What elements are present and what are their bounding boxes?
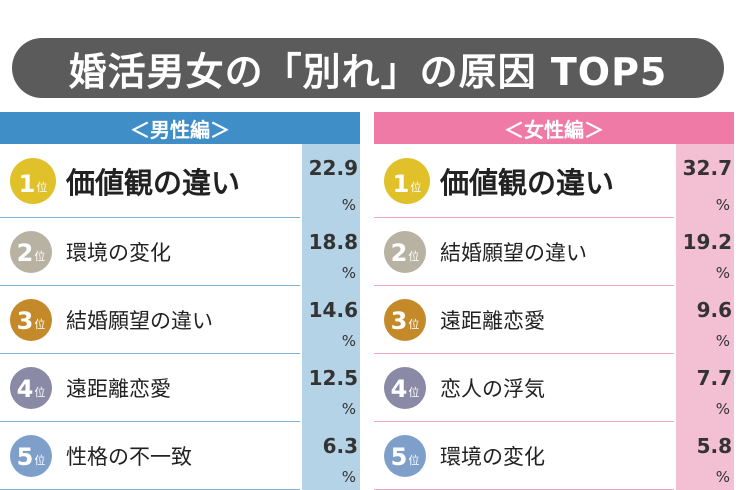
percent-value: 19.2	[682, 230, 732, 254]
rank-number: 2	[390, 239, 408, 267]
row-divider	[374, 217, 674, 218]
row-divider	[374, 285, 674, 286]
rank-suffix: 位	[36, 181, 48, 194]
male-panel-header: ＜男性編＞	[0, 112, 360, 144]
reason-label: 遠距離恋愛	[66, 377, 171, 401]
female-panel-header: ＜女性編＞	[374, 112, 734, 144]
percent-unit: %	[715, 468, 730, 486]
male-value-cell	[302, 354, 360, 422]
percent-value: 7.7	[696, 366, 732, 390]
rank-number: 1	[392, 170, 410, 198]
female-panel-title: ＜女性編＞	[504, 117, 604, 142]
female-table-row: 1 位価値観の違い 32.7%	[374, 144, 734, 218]
male-table-row: 5 位性格の不一致 6.3%	[0, 422, 360, 490]
reason-label: 恋人の浮気	[440, 377, 545, 401]
female-value-cell	[676, 144, 734, 218]
male-table-row: 3 位結婚願望の違い 14.6%	[0, 286, 360, 354]
male-table-row: 2 位環境の変化 18.8%	[0, 218, 360, 286]
male-value-cell	[302, 144, 360, 218]
reason-label: 遠距離恋愛	[440, 309, 545, 333]
rank-suffix: 位	[34, 250, 46, 263]
percent-value: 32.7	[682, 156, 732, 180]
percent-unit: %	[341, 264, 356, 282]
title-banner: 婚活男女の「別れ」の原因 TOP5	[12, 38, 724, 98]
rank-number: 1	[18, 170, 36, 198]
rank-suffix: 位	[34, 386, 46, 399]
female-value-cell	[676, 218, 734, 286]
percent-unit: %	[341, 332, 356, 350]
row-divider	[0, 285, 300, 286]
rank-number: 5	[390, 443, 408, 471]
rank-number: 2	[16, 239, 34, 267]
female-rows: 1 位価値観の違い 32.7% 2 位結婚願望の違い 19.2% 3 位遠距離恋愛 9.6% 4 位…	[374, 144, 734, 490]
reason-label: 価値観の違い	[66, 166, 241, 200]
row-divider	[0, 217, 300, 218]
row-divider	[0, 421, 300, 422]
percent-value: 9.6	[696, 298, 732, 322]
percent-value: 6.3	[322, 434, 358, 458]
reason-label: 環境の変化	[66, 241, 171, 265]
percent-unit: %	[341, 400, 356, 418]
percent-unit: %	[715, 196, 730, 214]
rank-number: 3	[16, 307, 34, 335]
male-value-cell	[302, 218, 360, 286]
female-table-row: 2 位結婚願望の違い 19.2%	[374, 218, 734, 286]
percent-value: 18.8	[308, 230, 358, 254]
percent-unit: %	[341, 196, 356, 214]
female-table-row: 5 位環境の変化 5.8%	[374, 422, 734, 490]
male-table-row: 1 位価値観の違い 22.9%	[0, 144, 360, 218]
male-value-cell	[302, 422, 360, 490]
female-table-row: 4 位恋人の浮気 7.7%	[374, 354, 734, 422]
female-value-cell	[676, 422, 734, 490]
rank-suffix: 位	[34, 318, 46, 331]
male-rows: 1 位価値観の違い 22.9% 2 位環境の変化 18.8% 3 位結婚願望の違い 14.6% 4…	[0, 144, 360, 490]
male-ranking-panel: ＜男性編＞ 1 位価値観の違い 22.9% 2 位環境の変化 18.8% 3 位結婚願望の違い…	[0, 112, 360, 490]
reason-label: 結婚願望の違い	[440, 241, 587, 265]
female-value-cell	[676, 286, 734, 354]
female-table-row: 3 位遠距離恋愛 9.6%	[374, 286, 734, 354]
rank-number: 3	[390, 307, 408, 335]
percent-value: 22.9	[308, 156, 358, 180]
rank-suffix: 位	[34, 454, 46, 467]
rank-suffix: 位	[408, 454, 420, 467]
percent-unit: %	[715, 332, 730, 350]
page-title: 婚活男女の「別れ」の原因 TOP5	[68, 49, 668, 94]
reason-label: 結婚願望の違い	[66, 309, 213, 333]
rank-suffix: 位	[408, 250, 420, 263]
rank-number: 5	[16, 443, 34, 471]
rank-number: 4	[390, 375, 408, 403]
percent-value: 14.6	[308, 298, 358, 322]
female-ranking-panel: ＜女性編＞ 1 位価値観の違い 32.7% 2 位結婚願望の違い 19.2% 3 位遠距離恋愛…	[374, 112, 734, 490]
row-divider	[0, 353, 300, 354]
male-table-row: 4 位遠距離恋愛 12.5%	[0, 354, 360, 422]
percent-value: 12.5	[308, 366, 358, 390]
rank-suffix: 位	[408, 318, 420, 331]
reason-label: 性格の不一致	[66, 445, 192, 469]
percent-unit: %	[715, 264, 730, 282]
male-value-cell	[302, 286, 360, 354]
row-divider	[374, 421, 674, 422]
rank-number: 4	[16, 375, 34, 403]
reason-label: 環境の変化	[440, 445, 545, 469]
percent-unit: %	[715, 400, 730, 418]
rank-suffix: 位	[408, 386, 420, 399]
percent-unit: %	[341, 468, 356, 486]
female-value-cell	[676, 354, 734, 422]
male-panel-title: ＜男性編＞	[130, 117, 230, 142]
row-divider	[374, 353, 674, 354]
rank-suffix: 位	[410, 181, 422, 194]
reason-label: 価値観の違い	[440, 166, 615, 200]
percent-value: 5.8	[696, 434, 732, 458]
